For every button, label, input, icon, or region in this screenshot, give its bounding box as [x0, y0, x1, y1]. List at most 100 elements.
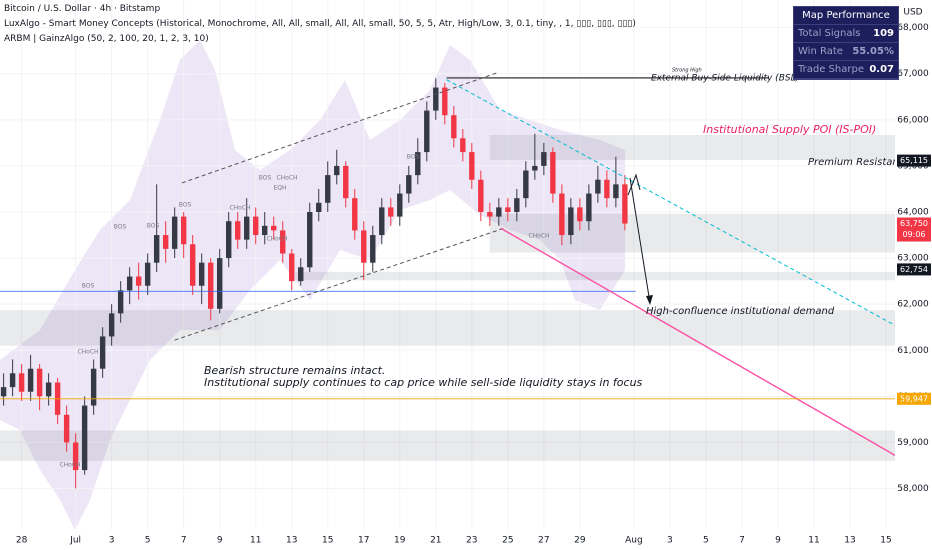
price-marker [897, 154, 931, 167]
axes: 58,00059,00060,00061,00062,00063,00064,0… [16, 23, 931, 546]
zone [295, 271, 895, 281]
y-tick-label: 64,000 [897, 208, 929, 218]
x-tick-label: 15 [322, 536, 333, 546]
candle-body [325, 175, 331, 203]
performance-key: Total Signals [798, 28, 861, 39]
candle-body [343, 165, 349, 199]
candle-body [469, 152, 475, 180]
candle-body [424, 110, 430, 153]
trendline [446, 79, 896, 326]
structure-label: CHoCH [59, 462, 80, 469]
x-tick-label: 3 [667, 536, 673, 546]
header-indicator: ARBM | GainzAlgo (50, 2, 100, 20, 1, 2, … [4, 34, 209, 44]
x-tick-label: 7 [739, 536, 745, 546]
candle-body [514, 198, 520, 212]
arrow-head [646, 295, 653, 305]
candle-body [117, 290, 124, 314]
candle-body [271, 225, 277, 231]
candle-body [235, 221, 241, 240]
candle-body [253, 216, 259, 236]
candle-body [81, 405, 88, 471]
candle-body [99, 336, 106, 369]
x-tick-label: 3 [109, 536, 115, 546]
candle-body [505, 207, 511, 212]
candle-body [334, 165, 340, 176]
x-tick-label: Jul [69, 536, 81, 546]
candle-body [0, 387, 7, 397]
zones [0, 135, 895, 461]
volatility-band [0, 40, 625, 530]
header-indicator: LuxAlgo - Smart Money Concepts (Historic… [4, 19, 636, 29]
candle-body [523, 170, 529, 199]
time-axis [0, 530, 932, 550]
candle-body [388, 207, 394, 217]
trendline [500, 227, 896, 456]
x-tick-label: 9 [775, 536, 781, 546]
projection-arrow-top [627, 173, 641, 196]
candle-body [496, 207, 502, 217]
performance-value: 55.05% [852, 46, 894, 57]
structure-label: CHoCH [276, 175, 297, 182]
candle-body [18, 373, 25, 392]
zone [0, 310, 895, 346]
x-tick-label: 11 [250, 536, 261, 546]
x-tick-label: 7 [181, 536, 187, 546]
candle-body [460, 138, 466, 153]
performance-key: Win Rate [798, 46, 843, 57]
performance-row: Total Signals 109 [794, 25, 898, 43]
candle-body [406, 175, 412, 194]
candle-body [433, 87, 439, 111]
candle-body [541, 152, 547, 166]
structure-label: BOS [407, 154, 420, 161]
structure-label: EQH [273, 185, 286, 192]
price-marker-label: 63,750 [900, 219, 928, 228]
x-tick-label: 27 [538, 536, 549, 546]
candle-body [352, 198, 358, 231]
candle-body [244, 216, 250, 240]
candle-body [72, 442, 79, 471]
candle-body [207, 262, 214, 309]
y-tick-label: 68,000 [897, 23, 929, 33]
performance-row: Win Rate 55.05% [794, 43, 898, 61]
candle-body [379, 207, 385, 236]
structure-label: CHoCH [528, 233, 549, 240]
price-marker [897, 217, 931, 242]
x-tick-label: 19 [394, 536, 406, 546]
x-tick-label: 17 [358, 536, 369, 546]
candle-body [226, 221, 232, 259]
y-tick-label: 61,000 [897, 346, 929, 356]
y-tick-label: 58,000 [897, 484, 929, 494]
candles [0, 78, 628, 489]
candle-body [162, 235, 169, 249]
performance-row: Trade Sharpe 0.07 [794, 61, 898, 79]
candle-body [9, 373, 16, 388]
candle-body [577, 207, 583, 222]
countdown: 09:06 [902, 230, 925, 239]
candle-body [595, 179, 601, 194]
candle-body [559, 193, 565, 236]
candle-body [415, 152, 421, 176]
annotation: Strong High [672, 68, 702, 74]
zone [489, 213, 895, 253]
performance-table: Map Performance Total Signals 109 Win Rate… [793, 6, 899, 80]
x-tick-label: 23 [466, 536, 477, 546]
structure-label: BOS [82, 283, 95, 290]
candle-body [298, 267, 304, 282]
candle-body [90, 368, 97, 406]
y-tick-label: 59,000 [897, 438, 929, 448]
candle-body [289, 253, 295, 282]
candle-body [45, 382, 52, 397]
candle-body [180, 216, 187, 245]
x-tick-label: 13 [286, 536, 297, 546]
candle-body [198, 262, 205, 286]
annotation: Institutional supply continues to cap pr… [204, 376, 643, 389]
x-tick-label: 21 [430, 536, 441, 546]
candle-body [63, 414, 70, 443]
candle-body [478, 179, 484, 212]
annotation: Bearish structure remains intact. [204, 364, 385, 377]
candle-body [622, 184, 628, 224]
price-marker [897, 392, 931, 405]
currency: USD [903, 8, 922, 18]
candle-body [144, 262, 151, 286]
